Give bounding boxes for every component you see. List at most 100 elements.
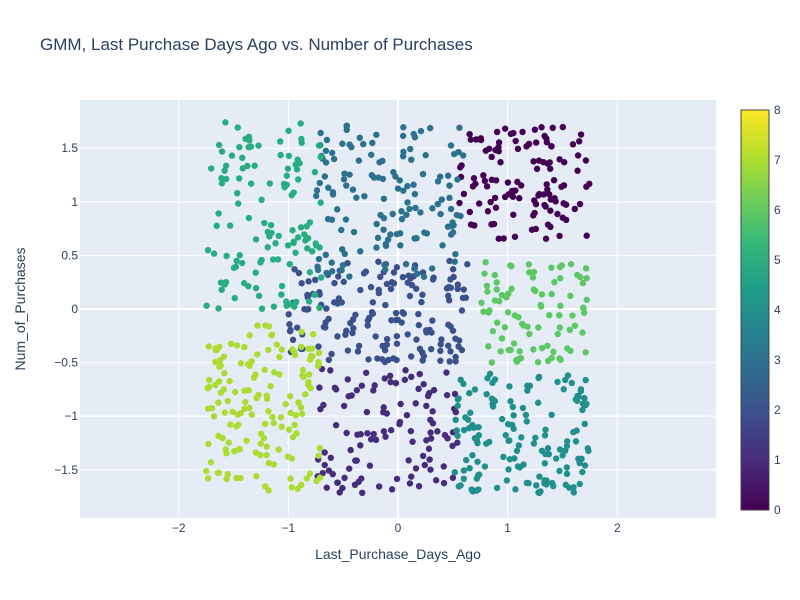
data-point [544, 342, 551, 349]
data-point [451, 258, 458, 265]
data-point [403, 211, 410, 218]
data-point [234, 124, 242, 131]
data-point [334, 479, 341, 486]
data-point [457, 376, 464, 384]
data-point [535, 374, 542, 382]
plot-area[interactable] [80, 100, 716, 518]
data-point [423, 437, 430, 444]
data-point [364, 430, 371, 437]
data-point [536, 473, 543, 480]
data-point [317, 153, 324, 161]
data-point [364, 317, 372, 324]
data-point [367, 436, 375, 443]
data-point [518, 320, 526, 328]
data-point [577, 388, 585, 395]
data-point [400, 124, 407, 131]
data-point [402, 367, 409, 374]
data-point [517, 182, 525, 189]
data-point [415, 321, 423, 329]
data-point [569, 141, 577, 148]
colorbar-tick-label: 0 [774, 503, 781, 517]
data-point [236, 175, 243, 182]
data-point [428, 329, 435, 336]
data-point [452, 416, 459, 424]
data-point [554, 378, 561, 386]
data-point [498, 335, 506, 342]
data-point [410, 181, 417, 188]
data-point [392, 309, 400, 317]
data-point [497, 159, 504, 166]
data-point [315, 452, 322, 459]
data-point [261, 366, 268, 374]
data-point [466, 465, 473, 472]
data-point [266, 233, 273, 240]
data-point [410, 130, 417, 138]
data-point [502, 432, 509, 439]
data-point [375, 258, 382, 265]
data-point [328, 259, 335, 266]
data-point [373, 244, 380, 251]
data-point [576, 200, 584, 208]
data-point [507, 346, 514, 354]
data-point [269, 413, 276, 421]
data-point [544, 445, 552, 452]
y-axis-ticks: −1.5 −1 −0.5 0 0.5 1 1.5 [54, 141, 78, 477]
data-point [397, 242, 404, 249]
data-point [368, 308, 376, 316]
data-point [400, 187, 407, 194]
data-point [501, 125, 509, 132]
data-point [398, 215, 406, 223]
data-point [354, 431, 361, 438]
data-point [204, 475, 212, 482]
data-point [574, 167, 581, 174]
data-point [285, 311, 292, 318]
data-point [305, 371, 313, 378]
data-point [512, 486, 519, 493]
data-point [460, 475, 467, 483]
data-point [332, 422, 340, 429]
data-point [257, 440, 264, 447]
data-point [206, 376, 213, 384]
data-point [380, 409, 387, 416]
data-point [480, 308, 487, 315]
data-point [399, 273, 407, 281]
data-point [570, 489, 578, 496]
data-point [444, 435, 451, 442]
data-point [579, 329, 586, 336]
data-point [315, 343, 322, 350]
data-point [289, 346, 296, 353]
data-point [285, 152, 293, 160]
data-point [549, 124, 556, 132]
data-point [313, 187, 321, 194]
data-point [330, 155, 338, 163]
data-point [572, 396, 579, 403]
data-point [321, 461, 328, 469]
data-point [564, 345, 571, 352]
data-point [332, 386, 340, 393]
data-point [248, 411, 256, 418]
data-point [428, 265, 436, 272]
data-point [444, 292, 452, 300]
data-point [276, 138, 284, 145]
data-point [563, 470, 571, 478]
data-point [452, 250, 459, 258]
data-point [370, 430, 377, 438]
data-point [487, 198, 494, 206]
data-point [454, 439, 461, 446]
data-point [500, 453, 507, 461]
data-point [470, 175, 478, 182]
x-tick-label: 1 [504, 521, 511, 535]
y-tick-label: −0.5 [54, 356, 78, 370]
data-point [557, 302, 564, 310]
data-point [534, 399, 542, 406]
data-point [412, 465, 420, 472]
data-point [313, 477, 320, 485]
data-point [515, 442, 523, 449]
data-point [414, 270, 421, 277]
data-point [423, 402, 430, 410]
x-axis-title: Last_Purchase_Days_Ago [315, 546, 481, 562]
data-point [358, 382, 366, 389]
data-point [383, 335, 391, 343]
data-point [522, 411, 530, 419]
